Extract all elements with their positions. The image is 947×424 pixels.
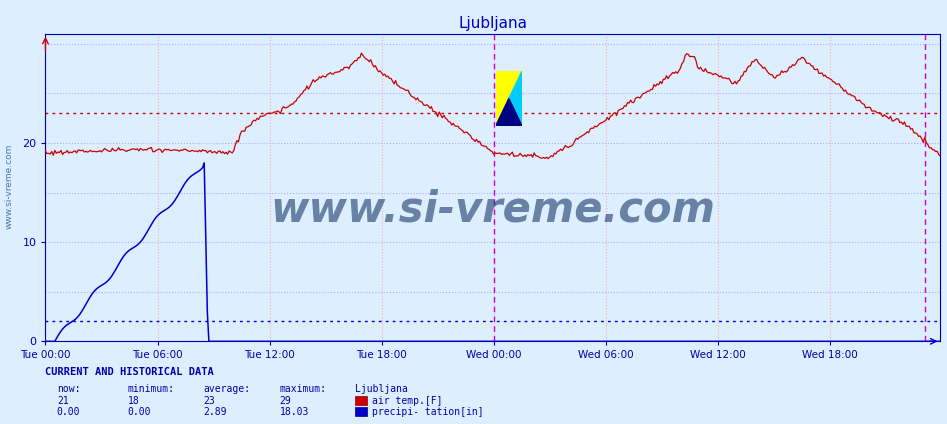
Text: 29: 29 xyxy=(279,396,291,406)
Text: www.si-vreme.com: www.si-vreme.com xyxy=(271,188,715,230)
Text: maximum:: maximum: xyxy=(279,384,327,394)
Text: 2.89: 2.89 xyxy=(204,407,227,417)
Text: 23: 23 xyxy=(204,396,215,406)
Text: 18: 18 xyxy=(128,396,139,406)
Text: 0.00: 0.00 xyxy=(57,407,80,417)
Text: minimum:: minimum: xyxy=(128,384,175,394)
Text: CURRENT AND HISTORICAL DATA: CURRENT AND HISTORICAL DATA xyxy=(45,367,214,377)
Text: 0.00: 0.00 xyxy=(128,407,152,417)
Text: precipi- tation[in]: precipi- tation[in] xyxy=(372,407,484,417)
Text: average:: average: xyxy=(204,384,251,394)
Title: Ljubljana: Ljubljana xyxy=(458,17,527,31)
Polygon shape xyxy=(495,71,522,126)
Text: now:: now: xyxy=(57,384,80,394)
Polygon shape xyxy=(495,99,522,126)
Text: www.si-vreme.com: www.si-vreme.com xyxy=(5,144,14,229)
Text: air temp.[F]: air temp.[F] xyxy=(372,396,442,406)
Polygon shape xyxy=(495,71,522,126)
Text: Ljubljana: Ljubljana xyxy=(355,384,408,394)
Text: 18.03: 18.03 xyxy=(279,407,309,417)
Text: 21: 21 xyxy=(57,396,68,406)
